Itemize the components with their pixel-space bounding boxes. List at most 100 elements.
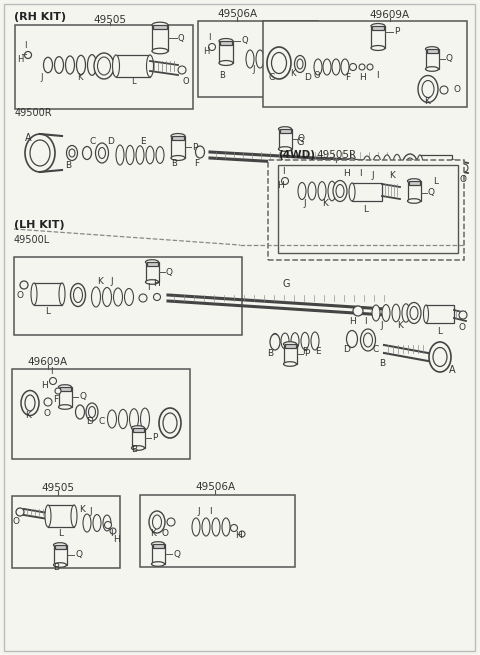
- Bar: [279, 129, 290, 133]
- Ellipse shape: [75, 405, 84, 419]
- Text: 49609A: 49609A: [370, 10, 410, 20]
- Text: B: B: [267, 348, 273, 358]
- Bar: [284, 344, 297, 364]
- Ellipse shape: [146, 146, 154, 164]
- Circle shape: [460, 164, 468, 172]
- Ellipse shape: [219, 39, 233, 43]
- Text: E: E: [140, 136, 146, 145]
- Bar: [268, 160, 464, 260]
- Circle shape: [281, 178, 288, 185]
- Ellipse shape: [87, 54, 96, 75]
- Text: J: J: [111, 278, 113, 286]
- Text: C: C: [90, 136, 96, 145]
- Bar: [153, 544, 164, 548]
- Ellipse shape: [271, 333, 279, 348]
- Bar: [372, 26, 384, 30]
- Ellipse shape: [281, 333, 289, 349]
- Bar: [171, 136, 185, 158]
- Text: K: K: [322, 198, 328, 208]
- Text: H: H: [344, 170, 350, 179]
- Text: D: D: [305, 73, 312, 81]
- Ellipse shape: [270, 334, 280, 350]
- Ellipse shape: [295, 56, 305, 73]
- Ellipse shape: [417, 155, 423, 175]
- Text: Q: Q: [166, 267, 173, 276]
- Ellipse shape: [171, 134, 185, 138]
- Ellipse shape: [429, 342, 451, 372]
- Ellipse shape: [141, 408, 149, 430]
- Text: 49500L: 49500L: [14, 235, 50, 245]
- Text: K: K: [424, 98, 430, 107]
- Ellipse shape: [371, 24, 385, 28]
- Circle shape: [167, 518, 175, 526]
- Text: O: O: [12, 517, 20, 527]
- Text: (RH KIT): (RH KIT): [14, 12, 66, 22]
- Ellipse shape: [372, 305, 380, 321]
- Text: H: H: [42, 381, 48, 390]
- Text: K: K: [150, 529, 156, 538]
- Ellipse shape: [119, 409, 128, 428]
- Text: H: H: [276, 181, 283, 191]
- Circle shape: [154, 293, 160, 301]
- Text: 49609A: 49609A: [28, 357, 68, 367]
- Ellipse shape: [341, 59, 349, 75]
- Text: J: J: [253, 66, 255, 75]
- Ellipse shape: [112, 55, 120, 77]
- Text: O: O: [314, 71, 321, 79]
- Bar: [420, 155, 452, 175]
- Ellipse shape: [323, 59, 331, 75]
- Text: P: P: [152, 434, 157, 443]
- Ellipse shape: [171, 155, 185, 160]
- Text: A: A: [449, 365, 456, 375]
- Text: I: I: [282, 166, 284, 176]
- Text: F: F: [53, 394, 59, 403]
- Text: L: L: [433, 178, 439, 187]
- Text: D: D: [344, 345, 350, 354]
- Circle shape: [440, 86, 448, 94]
- Text: P: P: [394, 28, 399, 37]
- Ellipse shape: [53, 563, 67, 567]
- Ellipse shape: [152, 22, 168, 28]
- Text: 49500R: 49500R: [15, 108, 53, 118]
- Text: J: J: [198, 508, 200, 517]
- Circle shape: [239, 531, 245, 537]
- Ellipse shape: [410, 307, 418, 320]
- Ellipse shape: [93, 515, 101, 531]
- Text: B: B: [379, 358, 385, 367]
- Ellipse shape: [349, 183, 355, 201]
- Bar: [427, 49, 437, 53]
- Text: D: D: [86, 417, 94, 426]
- Ellipse shape: [371, 46, 385, 50]
- Ellipse shape: [423, 305, 429, 323]
- Text: H: H: [359, 73, 365, 81]
- Ellipse shape: [159, 408, 181, 438]
- Text: L: L: [46, 307, 50, 316]
- Text: L: L: [363, 204, 369, 214]
- Text: J: J: [90, 506, 92, 515]
- Text: O: O: [453, 86, 460, 94]
- Circle shape: [110, 528, 116, 534]
- Text: C: C: [373, 345, 379, 354]
- Text: K: K: [97, 278, 103, 286]
- Text: L: L: [437, 326, 443, 335]
- Bar: [132, 428, 144, 432]
- Ellipse shape: [408, 198, 420, 203]
- Text: Q: Q: [75, 550, 82, 559]
- Ellipse shape: [360, 329, 375, 351]
- Text: Q: Q: [298, 134, 305, 143]
- Ellipse shape: [347, 331, 358, 348]
- Text: O: O: [16, 291, 24, 299]
- Bar: [55, 545, 65, 549]
- Bar: [48, 505, 74, 527]
- Ellipse shape: [222, 518, 230, 536]
- Ellipse shape: [332, 59, 340, 75]
- Ellipse shape: [59, 405, 72, 409]
- Text: (LH KIT): (LH KIT): [14, 220, 65, 230]
- Ellipse shape: [124, 288, 133, 305]
- Bar: [408, 181, 420, 201]
- Text: P: P: [192, 143, 197, 151]
- Ellipse shape: [153, 515, 161, 529]
- Text: Q: Q: [178, 33, 185, 43]
- Text: I: I: [147, 282, 149, 291]
- Ellipse shape: [69, 149, 75, 157]
